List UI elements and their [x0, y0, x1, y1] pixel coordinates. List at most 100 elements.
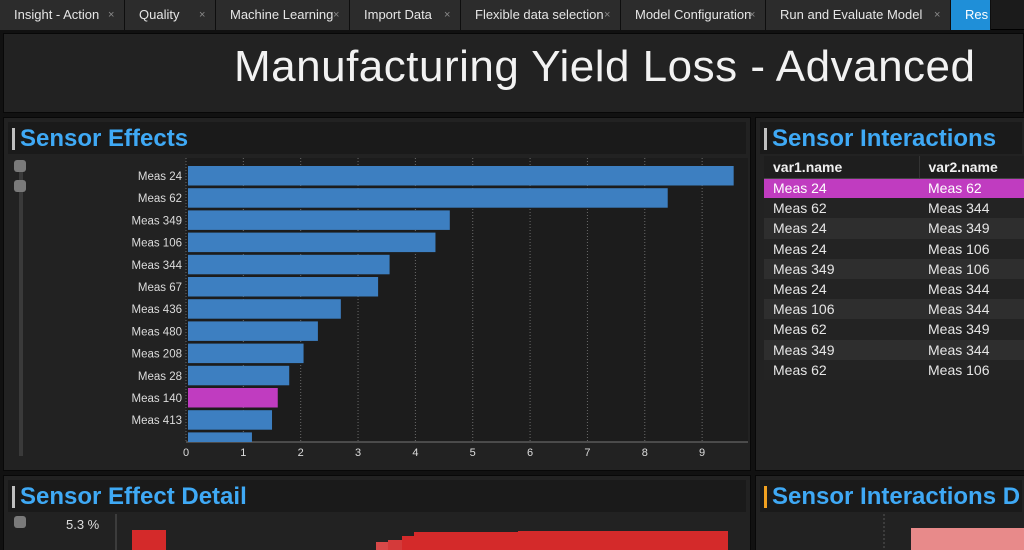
panel-header: Sensor Interactions D	[760, 480, 1022, 512]
panel-header: Sensor Effect Detail	[8, 480, 746, 512]
cell-var1: Meas 24	[764, 178, 919, 199]
y-category-label: Meas 413	[131, 415, 182, 427]
table-row[interactable]: Meas 24 Meas 349	[764, 218, 1024, 239]
y-category-label: Meas 140	[131, 393, 182, 405]
y-category-label: Meas 208	[131, 349, 182, 361]
bar-meas-480	[188, 321, 318, 341]
table-row[interactable]: Meas 62 Meas 349	[764, 319, 1024, 340]
table-row[interactable]: Meas 349 Meas 344	[764, 339, 1024, 360]
x-tick-label: 6	[527, 447, 533, 459]
bar-meas-349	[188, 210, 450, 230]
column-header-var1[interactable]: var1.name	[764, 156, 920, 179]
sensor-effect-detail-title: Sensor Effect Detail	[20, 483, 247, 510]
cell-var2: Meas 344	[919, 198, 1024, 219]
cell-var1: Meas 349	[764, 258, 919, 279]
panel-header: Sensor Effects	[8, 122, 746, 154]
panel-accent	[12, 128, 15, 150]
tab-5[interactable]: Flexible data selection ×	[461, 0, 621, 30]
panel-accent	[12, 486, 15, 508]
cell-var1: Meas 62	[764, 359, 919, 380]
cell-var1: Meas 24	[764, 238, 919, 259]
tab-8[interactable]: Res	[951, 0, 991, 30]
scroll-thumb[interactable]	[14, 516, 26, 528]
detail-chart	[115, 514, 728, 550]
title-panel: Manufacturing Yield Loss - Advanced	[3, 33, 1024, 113]
tab-4[interactable]: Import Data ×	[350, 0, 461, 30]
tab-bar: Insight - Action × Quality × Machine Learnin…	[0, 0, 1024, 30]
interaction-detail-bar	[911, 528, 1024, 550]
y-category-label: Meas 349	[131, 215, 182, 227]
sensor-effects-panel: Sensor Effects 0 1 2 3 4 5 6 7 8 9 Meas 24 Meas 62 M…	[3, 117, 751, 471]
sensor-interactions-title: Sensor Interactions	[772, 125, 997, 152]
cell-var1: Meas 349	[764, 339, 919, 360]
x-tick-label: 7	[584, 447, 590, 459]
tab-2[interactable]: Quality ×	[125, 0, 216, 30]
scroll-thumb-top[interactable]	[14, 160, 26, 172]
detail-bar	[132, 530, 166, 550]
x-tick-label: 8	[642, 447, 648, 459]
table-row[interactable]: Meas 349 Meas 106	[764, 258, 1024, 279]
y-category-label: Meas 67	[138, 282, 182, 294]
sensor-effects-chart: 0 1 2 3 4 5 6 7 8 9 Meas 24 Meas 62 Meas 349 Meas 106…	[131, 158, 748, 459]
tab-close-icon[interactable]: ×	[444, 9, 451, 21]
y-category-label: Meas 344	[131, 260, 182, 272]
tab-label: Machine Learning	[230, 7, 334, 22]
y-category-label: Meas 436	[131, 304, 182, 316]
x-tick-label: 9	[699, 447, 705, 459]
interactions-table: var1.name var2.name Meas 24 Meas 62 Meas 6…	[764, 156, 1024, 380]
x-tick-label: 2	[298, 447, 304, 459]
tab-close-icon[interactable]: ×	[934, 9, 941, 21]
tab-label: Import Data	[364, 7, 432, 22]
table-row[interactable]: Meas 24 Meas 344	[764, 278, 1024, 300]
cell-var2: Meas 344	[919, 278, 1024, 300]
tab-close-icon[interactable]: ×	[199, 9, 206, 21]
bar-meas-344	[188, 254, 390, 275]
cell-var2: Meas 349	[919, 218, 1024, 239]
cell-var1: Meas 24	[764, 218, 919, 239]
column-header-var2[interactable]: var2.name	[919, 156, 1024, 179]
cell-var1: Meas 62	[764, 198, 919, 219]
table-row[interactable]: Meas 24 Meas 62	[764, 178, 1024, 199]
table-row[interactable]: Meas 106 Meas 344	[764, 299, 1024, 320]
tab-6[interactable]: Model Configuration ×	[621, 0, 766, 30]
tab-label: Res	[965, 7, 989, 22]
tab-close-icon[interactable]: ×	[333, 9, 340, 21]
tab-7[interactable]: Run and Evaluate Model ×	[766, 0, 951, 30]
x-tick-label: 3	[355, 447, 361, 459]
table-row[interactable]: Meas 24 Meas 106	[764, 238, 1024, 259]
y-category-label: Meas 480	[131, 326, 182, 338]
detail-bar	[402, 536, 414, 550]
x-tick-label: 0	[183, 447, 189, 459]
bar-meas-24	[188, 166, 734, 186]
detail-ytick-label: 5.3 %	[66, 517, 100, 532]
bar-meas-140	[188, 388, 278, 408]
detail-bar	[518, 531, 728, 550]
table-row[interactable]: Meas 62 Meas 344	[764, 198, 1024, 219]
tab-label: Flexible data selection	[475, 7, 604, 22]
sensor-effects-title: Sensor Effects	[20, 125, 189, 152]
scroll-thumb[interactable]	[14, 180, 26, 192]
y-category-label: Meas 62	[138, 193, 182, 205]
tab-close-icon[interactable]: ×	[604, 9, 611, 21]
tab-close-icon[interactable]: ×	[749, 9, 756, 21]
table-row[interactable]: Meas 62 Meas 106	[764, 359, 1024, 380]
tab-close-icon[interactable]: ×	[108, 9, 115, 21]
sensor-interactions-detail-panel: Sensor Interactions D	[755, 475, 1024, 550]
tab-label: Insight - Action	[14, 7, 100, 22]
vertical-scrollbar[interactable]	[19, 160, 23, 456]
panel-accent	[764, 128, 767, 150]
cell-var1: Meas 24	[764, 278, 919, 300]
bar-meas-106	[188, 232, 436, 253]
detail-bar	[376, 542, 388, 550]
y-category-label: Meas 106	[131, 238, 182, 250]
tab-3[interactable]: Machine Learning ×	[216, 0, 350, 30]
bar-meas-28	[188, 365, 290, 386]
cell-var2: Meas 106	[919, 359, 1024, 380]
tab-1[interactable]: Insight - Action ×	[0, 0, 125, 30]
bar-meas-67	[188, 277, 379, 297]
detail-bar	[388, 540, 402, 550]
panel-header: Sensor Interactions	[760, 122, 1022, 154]
tab-label: Quality	[139, 7, 180, 22]
bar-meas-208	[188, 343, 304, 364]
